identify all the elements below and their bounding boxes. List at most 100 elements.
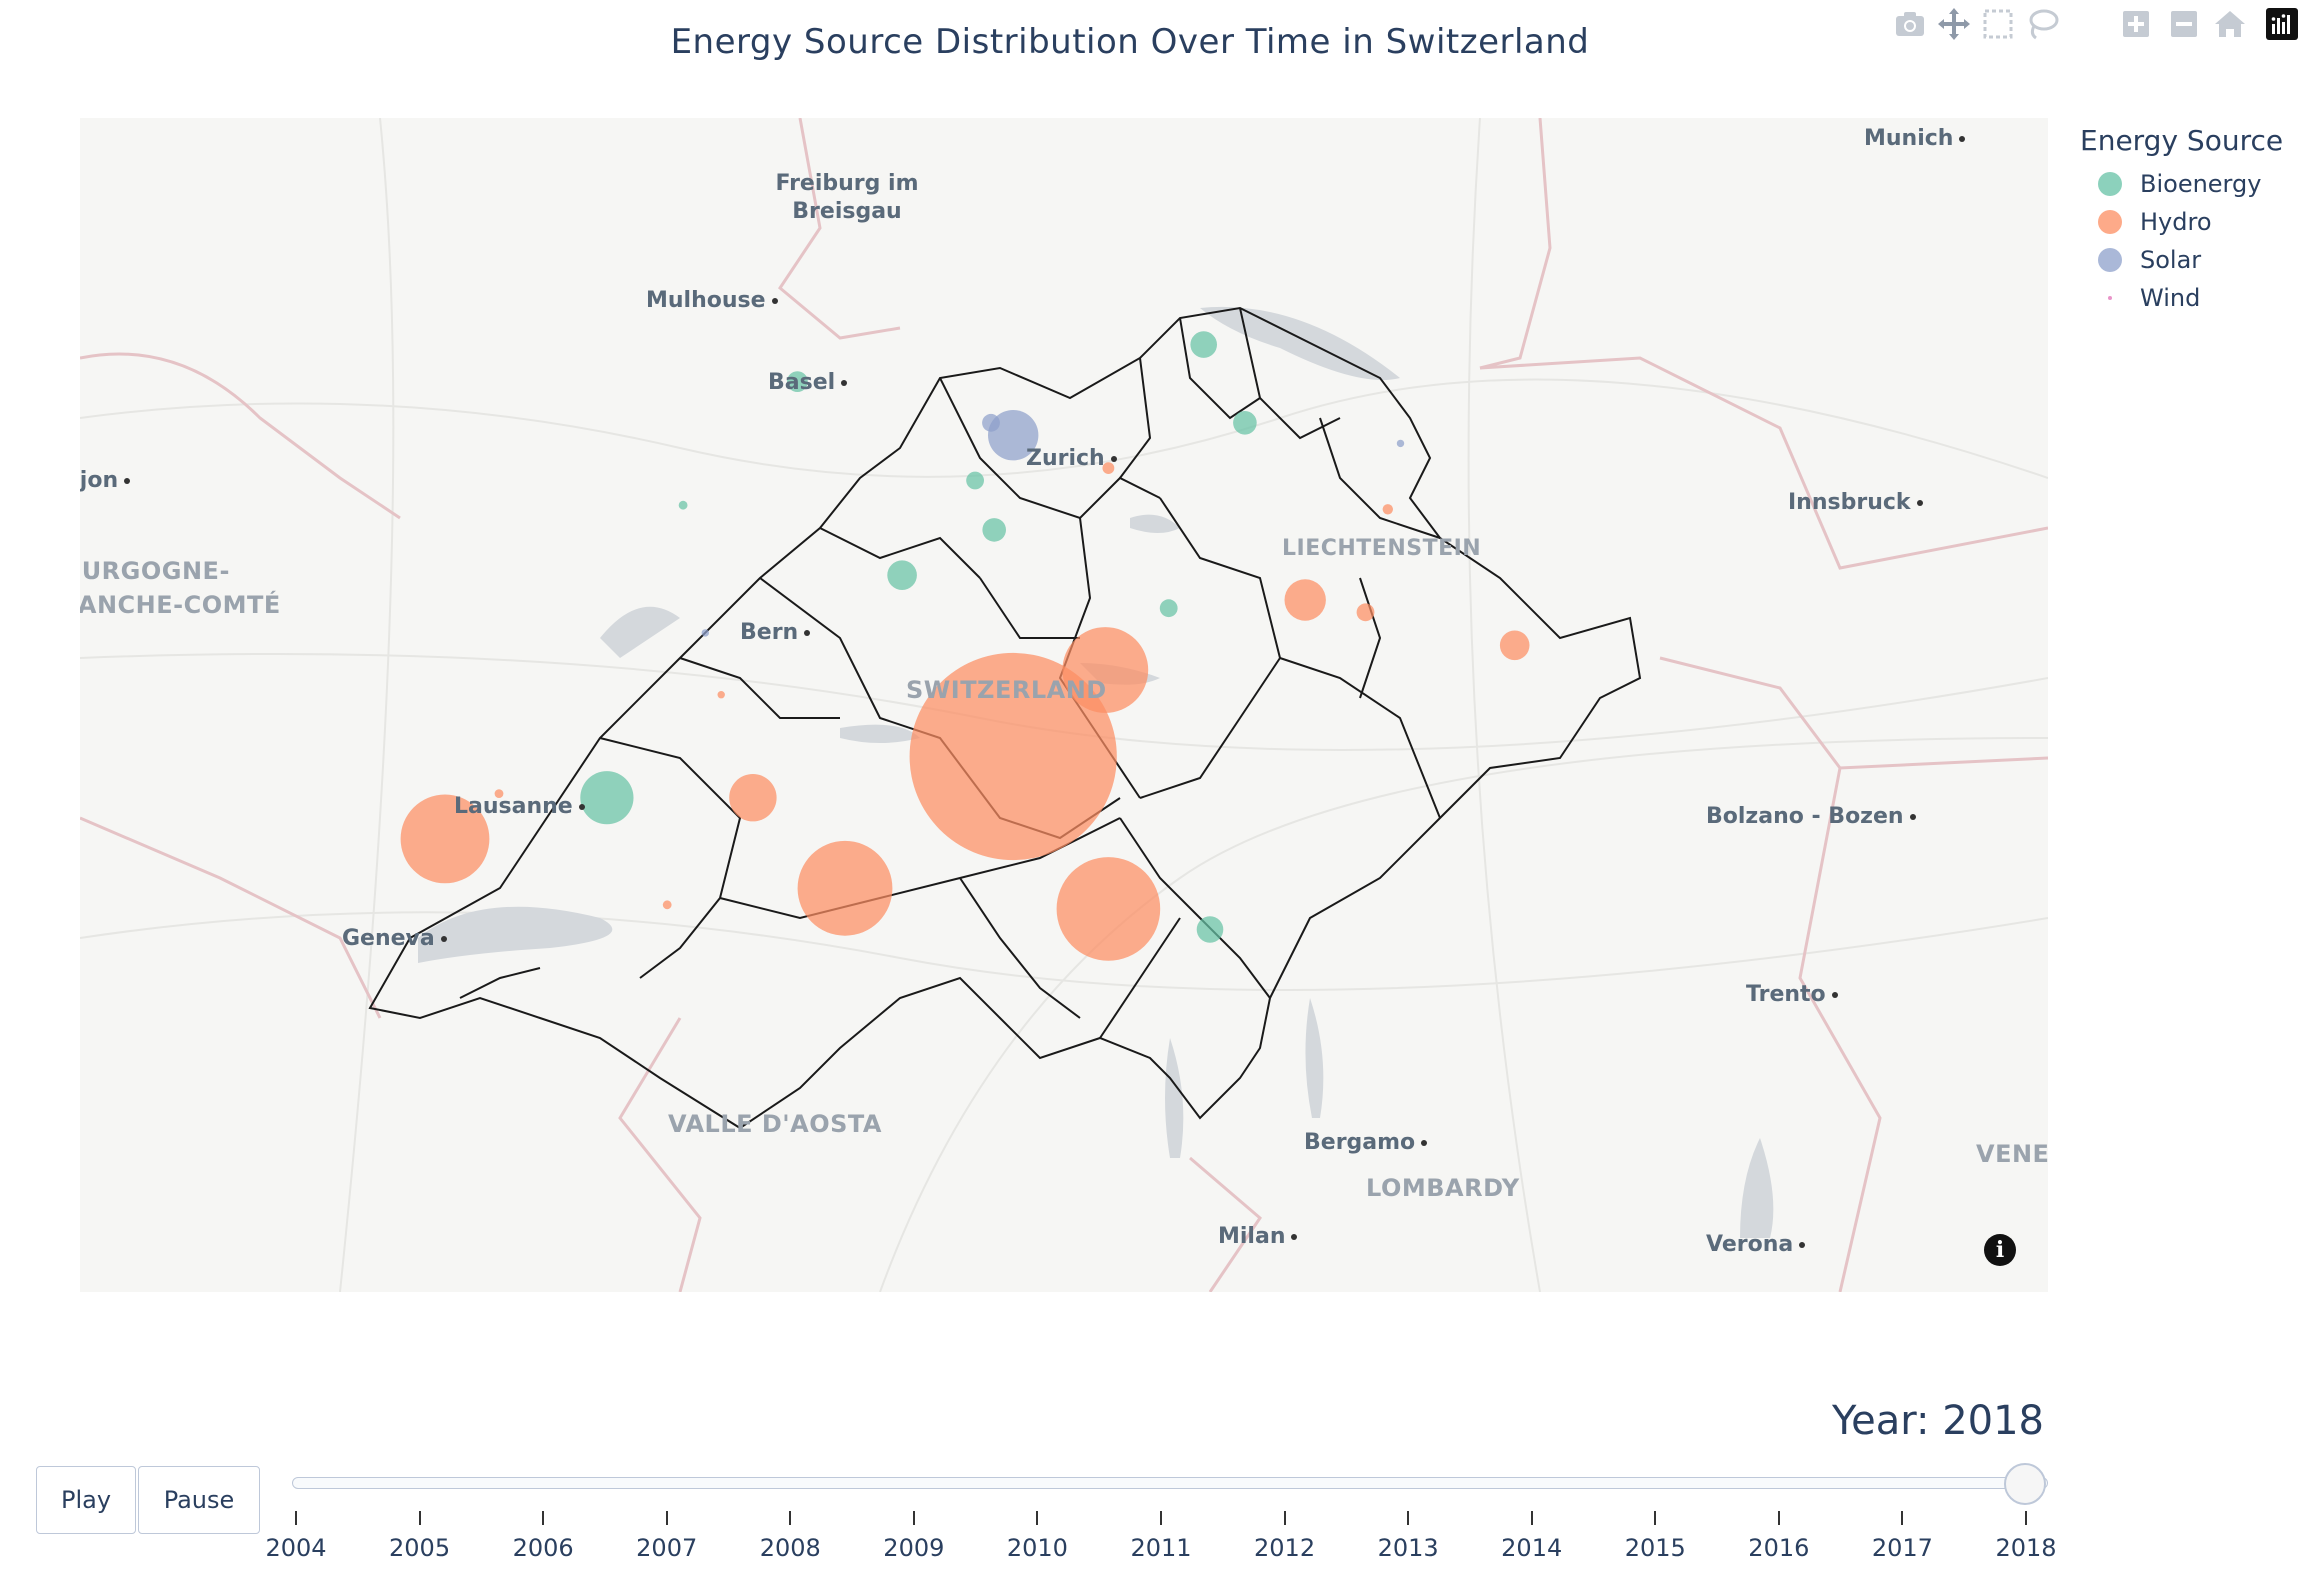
map-area[interactable]: Munich Freiburg im Breisgau Mulhouse Bas… <box>80 118 2048 1292</box>
place-label: Dijon <box>80 468 131 493</box>
bubble-hydro[interactable] <box>1056 857 1161 961</box>
legend-title: Energy Source <box>2080 124 2284 157</box>
bubble-bioenergy[interactable] <box>1196 916 1224 943</box>
slider-tick-label[interactable]: 2007 <box>636 1534 698 1562</box>
zoom-in-icon[interactable] <box>2116 4 2156 44</box>
place-label: Freiburg im Breisgau <box>775 171 919 224</box>
slider-tick-label[interactable]: 2005 <box>389 1534 451 1562</box>
place-label: Bern <box>740 620 811 645</box>
bubble-bioenergy[interactable] <box>966 471 984 490</box>
bubble-hydro[interactable] <box>797 840 893 936</box>
bubble-hydro[interactable] <box>1356 603 1375 622</box>
bubble-bioenergy[interactable] <box>678 500 688 510</box>
slider-tick-label[interactable]: 2004 <box>265 1534 327 1562</box>
slider-tick-label[interactable]: 2008 <box>759 1534 821 1562</box>
bubble-bioenergy[interactable] <box>1233 411 1257 435</box>
slider-tick <box>2025 1511 2027 1525</box>
plotly-logo-icon[interactable] <box>2262 4 2302 44</box>
region-label: LIECHTENSTEIN <box>1282 536 1482 561</box>
region-label: SWITZERLAND <box>906 676 1107 704</box>
bubble-hydro[interactable] <box>400 794 490 884</box>
bubble-bioenergy[interactable] <box>1190 331 1217 358</box>
slider-tick-label[interactable]: 2009 <box>883 1534 945 1562</box>
slider-tick-label[interactable]: 2011 <box>1130 1534 1192 1562</box>
camera-icon[interactable] <box>1890 4 1930 44</box>
slider-tick-label[interactable]: 2016 <box>1748 1534 1810 1562</box>
slider-tick-label[interactable]: 2006 <box>512 1534 574 1562</box>
slider-tick-label[interactable]: 2014 <box>1501 1534 1563 1562</box>
place-label: Lausanne <box>454 794 585 819</box>
legend-label: Wind <box>2140 284 2201 312</box>
bubble-hydro[interactable] <box>662 900 672 910</box>
bubble-bioenergy[interactable] <box>887 560 917 590</box>
legend-item-wind[interactable]: Wind <box>2080 279 2283 317</box>
slider-tick <box>1654 1511 1657 1525</box>
slider-tick <box>1901 1511 1904 1525</box>
bubble-solar[interactable] <box>982 413 1000 432</box>
zoom-out-icon[interactable] <box>2164 4 2204 44</box>
bubble-hydro[interactable] <box>729 774 777 822</box>
box-select-icon[interactable] <box>1978 4 2018 44</box>
bubble-solar[interactable] <box>988 410 1039 461</box>
bubble-hydro[interactable] <box>717 691 725 699</box>
home-icon[interactable] <box>2210 4 2250 44</box>
bubble-solar[interactable] <box>1396 439 1405 448</box>
lasso-select-icon[interactable] <box>2022 4 2062 44</box>
slider-tick <box>789 1511 792 1525</box>
region-label: LOMBARDY <box>1366 1174 1520 1202</box>
legend-item-solar[interactable]: Solar <box>2080 241 2283 279</box>
legend-symbol <box>2080 296 2140 300</box>
pan-icon[interactable] <box>1934 4 1974 44</box>
info-icon[interactable]: i <box>1984 1234 2016 1266</box>
slider-tick <box>418 1511 421 1525</box>
bubble-hydro[interactable] <box>1062 627 1149 713</box>
bubble-bioenergy[interactable] <box>580 771 634 825</box>
slider-tick <box>1160 1511 1162 1525</box>
bubble-hydro[interactable] <box>1102 462 1115 474</box>
bubble-hydro[interactable] <box>1499 630 1530 661</box>
bubble-bioenergy[interactable] <box>982 518 1006 542</box>
legend-item-hydro[interactable]: Hydro <box>2080 203 2283 241</box>
region-label: VENETO <box>1976 1140 2048 1168</box>
bubble-bioenergy[interactable] <box>787 371 808 392</box>
place-label: Basel <box>768 370 848 395</box>
legend-symbol <box>2080 248 2140 272</box>
legend-label: Bioenergy <box>2140 170 2262 198</box>
legend: Energy Source Bioenergy Hydro Solar Wind <box>2080 124 2283 317</box>
legend-label: Solar <box>2140 246 2202 274</box>
bubble-hydro[interactable] <box>909 652 1117 861</box>
pause-button[interactable]: Pause <box>138 1466 260 1534</box>
legend-symbol <box>2080 210 2140 234</box>
slider-tick <box>1777 1511 1780 1525</box>
slider-tick-label[interactable]: 2015 <box>1624 1534 1686 1562</box>
roads <box>80 118 2048 1292</box>
slider-tick-label[interactable]: 2018 <box>1995 1534 2057 1562</box>
bubble-hydro[interactable] <box>494 789 504 798</box>
chart-title: Energy Source Distribution Over Time in … <box>670 22 1590 62</box>
slider-tick-label[interactable]: 2010 <box>1006 1534 1068 1562</box>
bubble-bioenergy[interactable] <box>1159 599 1178 618</box>
slider-tick <box>295 1511 297 1525</box>
bubble-hydro[interactable] <box>1284 579 1326 621</box>
slider-current-value: Year: 2018 <box>1832 1398 2044 1444</box>
bubble-hydro[interactable] <box>1382 504 1394 515</box>
region-label: VALLE D'AOSTA <box>668 1110 882 1138</box>
place-label: Munich <box>1864 126 1966 151</box>
play-button[interactable]: Play <box>36 1466 136 1534</box>
foreign-borders <box>80 118 2048 1292</box>
place-label: Bolzano - Bozen <box>1706 804 1916 829</box>
place-label: Innsbruck <box>1788 490 1923 515</box>
place-label: Zurich <box>1026 446 1117 471</box>
basemap <box>80 118 2048 1292</box>
slider-tick-label[interactable]: 2013 <box>1377 1534 1439 1562</box>
slider-tick <box>1036 1511 1039 1525</box>
slider-tick <box>542 1511 545 1525</box>
bubble-layer <box>400 331 1530 961</box>
slider-tick-label[interactable]: 2012 <box>1254 1534 1316 1562</box>
year-slider[interactable] <box>292 1477 2048 1489</box>
slider-tick-label[interactable]: 2017 <box>1871 1534 1933 1562</box>
bubble-solar[interactable] <box>701 629 709 637</box>
slider-handle[interactable] <box>2004 1463 2046 1505</box>
place-label: Geneva <box>342 926 447 951</box>
legend-item-bioenergy[interactable]: Bioenergy <box>2080 165 2283 203</box>
